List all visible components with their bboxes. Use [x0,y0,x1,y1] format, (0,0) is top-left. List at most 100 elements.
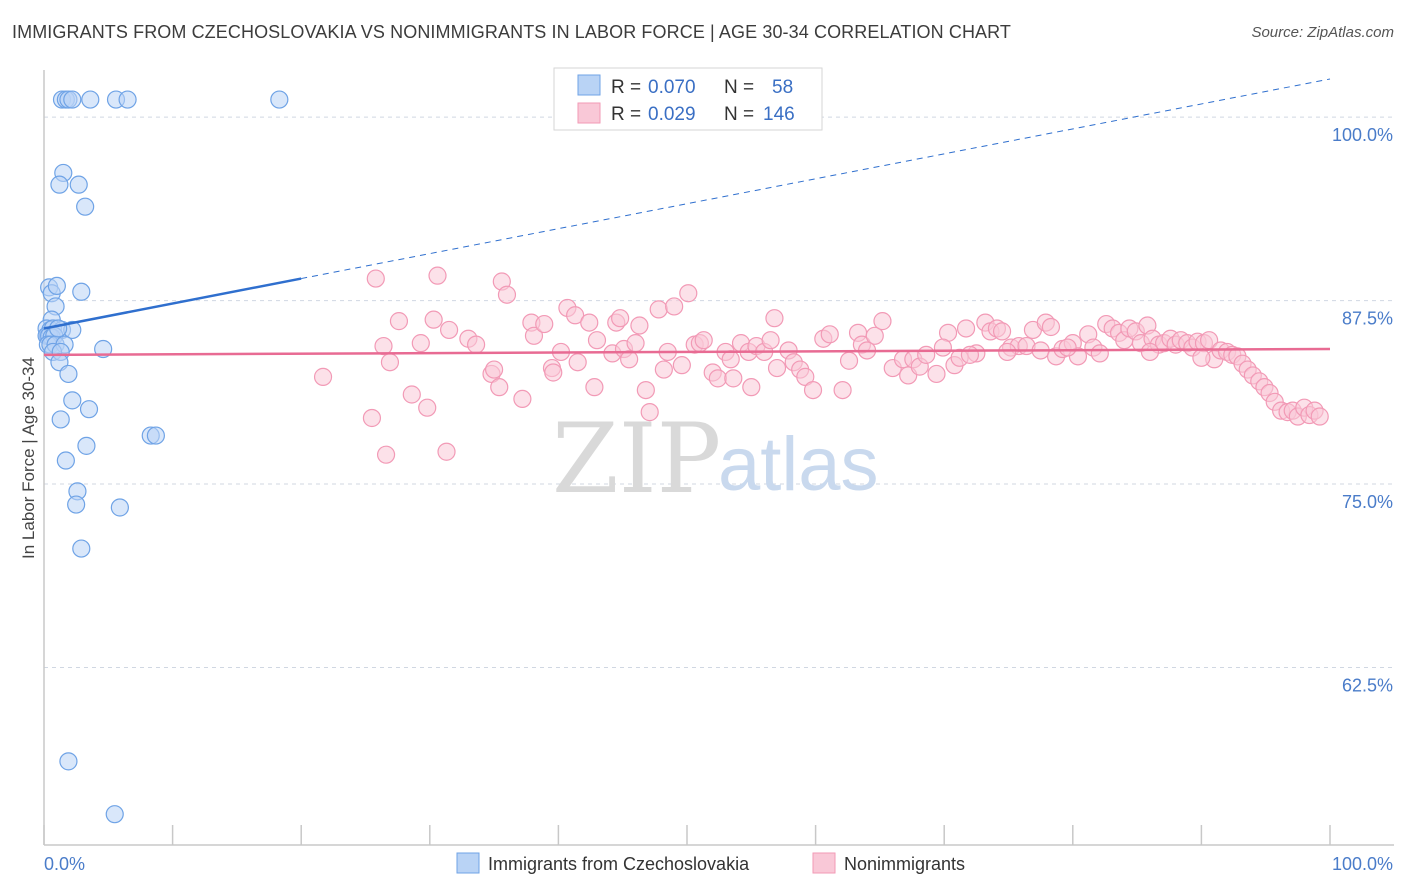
czechoslovakia-trend-extension [301,78,1331,280]
nonimmigrant-point [490,378,509,397]
nonimmigrant-point [424,310,443,329]
nonimmigrant-point [630,316,649,335]
nonimmigrant-point [992,322,1012,341]
nonimmigrant-point [513,389,532,409]
nonimmigrant-point [620,350,639,369]
x-tick-label-min: 0.0% [44,854,85,874]
czechoslovakia-point [67,495,86,514]
czechoslovakia-point [72,282,91,301]
nonimmigrant-point [873,312,892,331]
nonimmigrant-point [402,385,421,404]
nonimmigrant-point [761,331,780,350]
nonimmigrant-point [998,342,1017,362]
nonimmigrant-point [580,313,599,332]
legend1-n-value: 58 [772,77,793,98]
nonimmigrant-point [428,266,447,285]
y-tick-label: 62.5% [1342,675,1393,695]
nonimmigrant-point [389,312,409,331]
czechoslovakia-point [51,410,70,429]
czechoslovakia-point [79,400,99,419]
nonimmigrant-point [636,380,655,400]
source-credit: Source: ZipAtlas.com [1251,24,1394,41]
legend-swatch-pink [577,102,601,124]
nonimmigrant-point [665,297,684,316]
czechoslovakia-point [59,752,78,771]
czechoslovakia-point [50,175,69,194]
nonimmigrant-point [933,338,953,357]
nonimmigrant-point [313,367,333,386]
nonimmigrant-point [418,398,437,417]
czechoslovakia-point [47,276,66,296]
nonimmigrant-point [544,363,563,382]
legend1-r-value: 0.070 [648,77,696,98]
nonimmigrant-point [497,285,517,304]
nonimmigrant-point [694,331,713,350]
nonimmigrant-point [708,369,727,388]
correlation-legend: R = 0.070 N = 58 R = 0.029 N = 146 [553,67,823,131]
nonimmigrant-point [411,334,430,353]
nonimmigrant-point [585,378,604,397]
nonimmigrant-point [362,408,382,428]
nonimmigrants-trend-line [43,347,1331,357]
nonimmigrant-point [566,306,585,325]
nonimmigrant-point [439,320,459,340]
y-tick-label: 100.0% [1332,125,1393,145]
nonimmigrant-point [960,345,980,364]
nonimmigrant-point [524,326,544,345]
czechoslovakia-point [76,197,95,216]
bottom-legend-swatch-pink [812,852,836,874]
nonimmigrant-point [833,380,852,400]
czechoslovakia-point [49,319,68,338]
axes [43,70,1394,846]
y-tick-label: 75.0% [1342,492,1393,512]
czechoslovakia-point [146,426,165,445]
nonimmigrant-point [535,314,554,334]
nonimmigrant-point [437,442,456,461]
czechoslovakia-point [94,339,113,359]
watermark: ZIP atlas [552,403,879,515]
y-tick-labels: 100.0% 87.5% 75.0% 62.5% [1332,125,1393,695]
czechoslovakia-point [118,90,137,109]
x-tick-label-max: 100.0% [1332,854,1393,874]
czechoslovakia-trend-line [43,277,302,330]
czechoslovakia-point [63,90,82,109]
nonimmigrants-points [313,266,1329,464]
czechoslovakia-point [59,364,78,384]
czechoslovakia-point [270,90,289,109]
legend2-n-value: 146 [763,104,795,125]
nonimmigrant-point [721,350,740,369]
nonimmigrant-point [374,336,393,356]
nonimmigrant-point [927,364,946,384]
legend-swatch-blue [577,74,601,96]
nonimmigrant-point [1192,348,1211,367]
czechoslovakia-point [81,90,100,109]
nonimmigrant-point [376,445,396,464]
czechoslovakia-point [63,391,82,410]
nonimmigrant-point [640,403,659,422]
nonimmigrant-point [956,319,976,338]
czechoslovakia-point [105,805,124,824]
y-tick-label: 87.5% [1342,309,1393,329]
watermark-zip: ZIP [552,403,721,515]
nonimmigrant-point [1041,317,1061,337]
nonimmigrant-point [587,331,607,350]
nonimmigrant-point [654,360,673,379]
nonimmigrant-point [1310,407,1329,426]
trend-lines [43,78,1331,357]
nonimmigrant-point [380,353,400,372]
nonimmigrant-point [649,300,668,319]
nonimmigrant-point [724,369,743,388]
legend2-r-label: R = [611,104,641,125]
nonimmigrant-point [672,356,691,375]
nonimmigrant-point [1140,342,1160,362]
nonimmigrant-point [820,325,839,344]
chart-title: IMMIGRANTS FROM CZECHOSLOVAKIA VS NONIMM… [12,22,1012,42]
czechoslovakia-point [110,498,129,517]
nonimmigrant-point [1058,338,1077,357]
legend1-n-label: N = [724,77,754,98]
watermark-atlas: atlas [718,422,879,507]
bottom-legend-label-1: Immigrants from Czechoslovakia [488,854,750,874]
czechoslovakia-point [72,539,91,558]
nonimmigrant-point [742,378,761,397]
